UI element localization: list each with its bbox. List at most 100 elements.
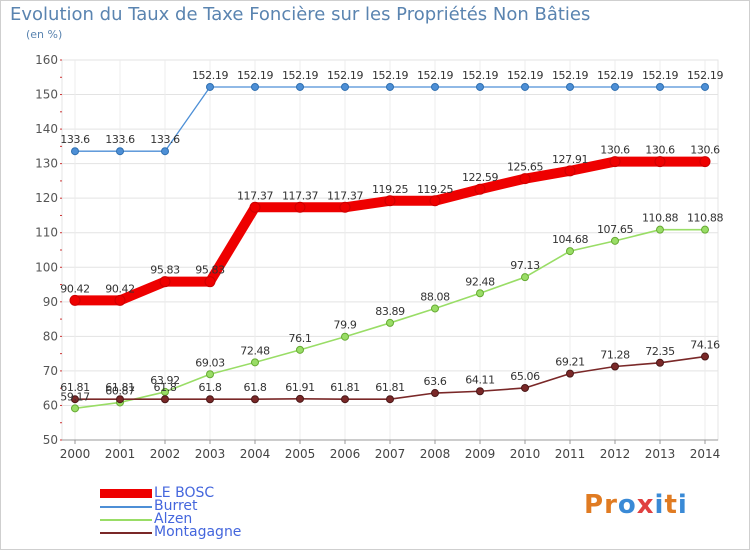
data-point [476,387,484,396]
y-tick-label: 140 [35,122,58,136]
data-point [564,165,576,177]
data-label: 60.87 [105,384,135,397]
data-point [251,82,259,91]
data-point [251,395,259,404]
data-label: 64.11 [465,373,495,386]
data-label: 69.21 [555,356,585,369]
data-label: 133.6 [105,133,135,146]
data-label: 152.19 [237,69,273,82]
data-label: 117.37 [327,189,363,202]
x-tick-label: 2011 [555,447,586,461]
data-point [116,147,124,156]
data-label: 130.6 [600,144,630,157]
data-point [341,395,349,404]
data-point [384,195,396,207]
data-point [656,225,664,234]
data-label: 152.19 [372,69,408,82]
x-tick-label: 2014 [690,447,721,461]
data-point [566,82,574,91]
data-label: 152.19 [327,69,363,82]
data-label: 90.42 [60,282,90,295]
data-label: 95.83 [195,264,225,277]
data-point [386,82,394,91]
data-label: 79.9 [334,319,357,332]
data-point [656,358,664,367]
data-label: 61.91 [285,381,315,394]
data-point [116,395,124,404]
y-tick-label: 120 [35,191,58,205]
data-point [114,294,126,306]
data-point [161,395,169,404]
data-point [71,147,79,156]
data-label: 130.6 [690,144,720,157]
y-tick-label: 100 [35,260,58,274]
data-label: 125.65 [507,161,543,174]
data-point [521,273,529,282]
x-tick-label: 2009 [465,447,496,461]
data-point [656,82,664,91]
x-tick-label: 2006 [330,447,361,461]
data-point [654,156,666,168]
y-tick-label: 70 [43,364,58,378]
data-point [566,247,574,256]
data-label: 97.13 [510,259,540,272]
data-label: 133.6 [60,133,90,146]
data-point [474,183,486,195]
data-label: 59.17 [60,390,90,403]
data-label: 152.19 [552,69,588,82]
data-label: 119.25 [372,183,408,196]
data-point [296,82,304,91]
data-label: 63.6 [424,375,447,388]
data-label: 61.8 [244,381,267,394]
data-label: 63.92 [150,374,180,387]
data-point [206,82,214,91]
data-point [476,82,484,91]
data-point [249,201,261,213]
data-label: 152.19 [462,69,498,82]
data-point [341,82,349,91]
data-label: 76.1 [289,332,312,345]
y-tick-label: 150 [35,88,58,102]
data-point [386,395,394,404]
data-label: 71.28 [600,348,630,361]
legend-swatch [100,518,152,521]
y-tick-label: 60 [43,398,58,412]
legend-label: Alzen [154,511,193,527]
data-label: 83.89 [375,305,405,318]
data-point [161,147,169,156]
data-label: 65.06 [510,370,540,383]
data-point [294,201,306,213]
data-label: 117.37 [282,189,318,202]
data-label: 69.03 [195,356,225,369]
legend-item: LE BOSC [100,486,241,500]
x-tick-label: 2013 [645,447,676,461]
data-point [341,332,349,341]
data-point [71,404,79,413]
data-point [611,82,619,91]
legend-swatch [100,505,152,508]
legend-label: Burret [154,498,198,514]
data-label: 107.65 [597,223,633,236]
data-point [429,195,441,207]
data-label: 74.16 [690,339,720,352]
data-label: 152.19 [282,69,318,82]
logo-letter: o [617,490,637,520]
data-point [701,82,709,91]
legend-item: Burret [100,498,241,514]
data-point [611,236,619,245]
x-tick-label: 2005 [285,447,316,461]
legend-swatch [100,531,152,534]
data-point [521,383,529,392]
data-point [701,225,709,234]
x-tick-label: 2004 [240,447,271,461]
data-label: 90.42 [105,282,135,295]
data-point [609,156,621,168]
y-tick-label: 50 [43,433,58,447]
data-point [69,294,81,306]
data-label: 95.83 [150,264,180,277]
data-label: 92.48 [465,275,495,288]
grid-layer [61,59,719,441]
x-tick-label: 2012 [600,447,631,461]
data-point [339,201,351,213]
data-point [431,82,439,91]
